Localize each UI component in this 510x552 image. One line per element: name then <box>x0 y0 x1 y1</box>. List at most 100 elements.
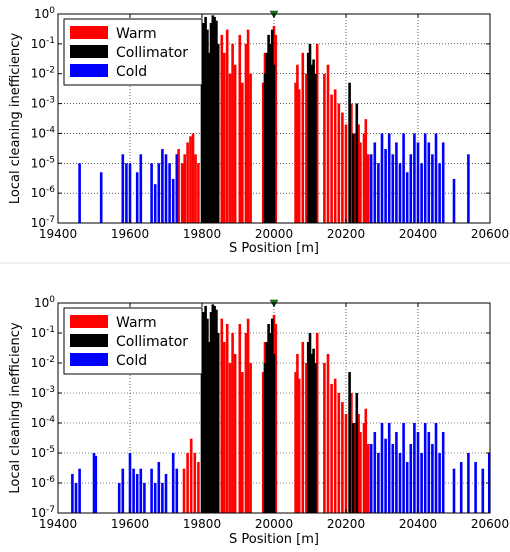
bar <box>267 34 270 223</box>
bar <box>359 142 362 223</box>
legend-label-cold: Cold <box>116 64 147 80</box>
y-tick-base: 10 <box>31 356 46 370</box>
bar <box>323 73 326 223</box>
legend-label-warm: Warm <box>116 315 157 331</box>
bar <box>467 154 470 223</box>
bar <box>274 34 278 223</box>
bar <box>197 462 200 513</box>
bar <box>206 318 209 513</box>
bar <box>197 163 200 223</box>
y-tick-label: 10-1 <box>31 325 55 340</box>
bar <box>202 22 206 223</box>
bar <box>312 59 315 223</box>
series-warm <box>182 314 370 513</box>
bar <box>351 133 355 223</box>
bar <box>341 112 344 223</box>
y-axis-title: Local cleaning inefficiency <box>8 322 23 494</box>
bar <box>441 432 445 513</box>
bar <box>333 378 337 513</box>
bar <box>233 64 237 224</box>
bar <box>391 443 395 513</box>
y-tick-base: 10 <box>31 67 46 81</box>
bar <box>364 119 368 223</box>
legend-swatch-collimator <box>70 45 108 58</box>
x-axis-title: S Position [m] <box>229 241 319 256</box>
y-tick-label: 10-5 <box>31 155 55 170</box>
bar <box>330 94 333 224</box>
bar <box>189 136 192 223</box>
bar <box>270 318 274 513</box>
bar <box>423 133 427 223</box>
legend-swatch-cold <box>70 353 108 366</box>
bar <box>431 443 434 513</box>
bar <box>78 468 81 513</box>
bar <box>427 142 431 223</box>
bar <box>135 172 139 223</box>
bar <box>153 483 157 513</box>
bar <box>206 29 209 224</box>
y-tick-label: 10-3 <box>31 385 55 400</box>
bar <box>380 423 384 513</box>
chart-bottom: 19400 19600 19800 20000 20200 20400 2060010-71… <box>8 295 509 547</box>
bar <box>135 473 139 513</box>
bar <box>225 29 229 224</box>
bar <box>359 432 362 513</box>
bar <box>405 462 409 513</box>
bar <box>326 64 330 224</box>
bar <box>305 73 308 223</box>
bar <box>434 133 438 223</box>
y-tick-exponent: -5 <box>46 155 55 165</box>
bar <box>413 423 416 513</box>
series-collimator <box>200 15 359 224</box>
bar <box>204 305 207 513</box>
bar <box>74 483 78 513</box>
bar <box>312 348 315 513</box>
bar <box>215 20 218 224</box>
bar <box>183 154 187 223</box>
bar <box>369 443 373 513</box>
bar <box>272 353 276 513</box>
bar <box>395 432 398 513</box>
bar <box>314 73 317 223</box>
bar <box>333 89 337 223</box>
bar <box>459 462 463 513</box>
y-tick-base: 10 <box>34 7 49 21</box>
legend-label-cold: Cold <box>116 353 147 369</box>
legend: Warm Collimator Cold <box>63 307 203 375</box>
bar <box>143 483 146 513</box>
bar <box>228 363 232 513</box>
x-tick-label: 20000 <box>255 227 293 241</box>
bar <box>384 149 387 223</box>
bar <box>186 142 189 223</box>
bar <box>269 43 272 223</box>
bar <box>272 64 276 224</box>
bar <box>373 142 377 223</box>
y-tick-label: 10-2 <box>31 66 55 81</box>
bar <box>398 163 402 223</box>
bar <box>244 43 248 223</box>
bar <box>350 393 353 513</box>
bar <box>481 468 485 513</box>
series-cold <box>71 423 491 513</box>
bar <box>387 423 391 513</box>
bar <box>398 453 402 513</box>
bar <box>150 163 153 223</box>
y-tick-exponent: -7 <box>46 215 55 225</box>
y-tick-base: 10 <box>31 126 46 140</box>
bar <box>330 383 333 513</box>
bar <box>238 323 242 513</box>
bar <box>209 312 213 513</box>
bar <box>220 318 224 513</box>
bar <box>362 423 366 513</box>
bar <box>373 432 377 513</box>
bar <box>94 455 98 513</box>
y-tick-base: 10 <box>31 506 46 520</box>
bar <box>171 178 175 223</box>
bar <box>211 304 215 513</box>
y-tick-exponent: -1 <box>46 325 55 335</box>
chart-top: 19400 19600 19800 20000 20200 20400 2060010-71… <box>8 6 509 256</box>
bar <box>364 408 368 513</box>
bar <box>367 443 370 513</box>
bar <box>314 363 317 513</box>
bar <box>207 342 211 513</box>
